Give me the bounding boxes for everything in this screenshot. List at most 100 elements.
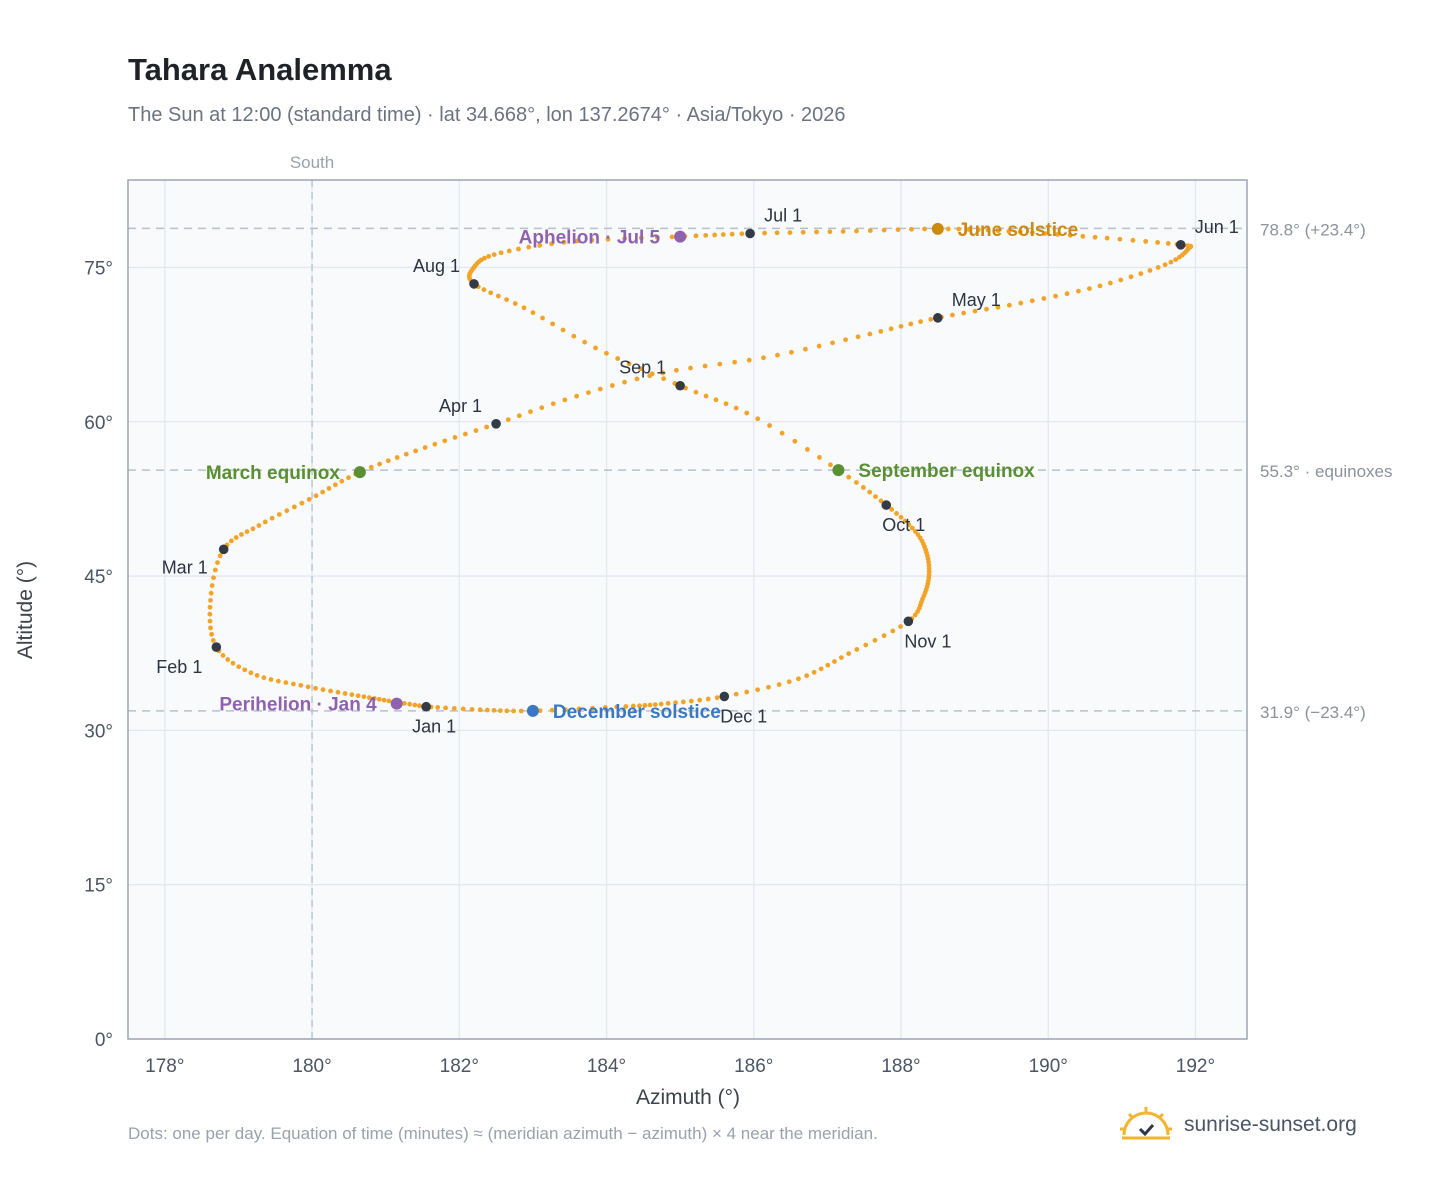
event-marker-label: September equinox: [858, 461, 1035, 482]
daily-sun-dot: [1117, 236, 1123, 242]
daily-sun-dot: [530, 310, 536, 316]
daily-sun-dot: [714, 695, 720, 701]
altitude-reference-label: 55.3° · equinoxes: [1260, 462, 1393, 481]
daily-sun-dot: [562, 397, 568, 403]
daily-sun-dot: [291, 681, 296, 687]
daily-sun-dot: [945, 226, 951, 232]
daily-sun-dot: [562, 707, 568, 713]
daily-sun-dot: [442, 438, 448, 444]
daily-sun-dot: [412, 702, 418, 708]
daily-sun-dot: [830, 340, 835, 346]
daily-sun-dot: [497, 708, 503, 714]
y-tick-label: 0°: [95, 1030, 113, 1051]
daily-sun-dot: [950, 312, 955, 318]
daily-sun-dot: [912, 529, 918, 534]
daily-sun-dot: [386, 698, 392, 704]
daily-sun-dot: [828, 462, 833, 468]
daily-sun-dot: [966, 226, 972, 232]
month-marker-label: Jan 1: [412, 717, 456, 737]
daily-sun-dot: [1007, 302, 1012, 308]
daily-sun-dot: [212, 567, 218, 573]
meridian-label: South: [290, 153, 334, 172]
daily-sun-dot: [712, 232, 718, 238]
month-marker-label: May 1: [952, 290, 1001, 310]
daily-sun-dot: [786, 679, 792, 685]
daily-sun-dot: [1165, 241, 1171, 246]
daily-sun-dot: [210, 637, 216, 643]
daily-sun-dot: [593, 345, 598, 351]
daily-sun-dot: [550, 321, 556, 327]
daily-sun-dot: [495, 293, 501, 299]
daily-sun-dot: [526, 244, 532, 250]
daily-sun-dot: [313, 685, 318, 691]
daily-sun-dot: [626, 361, 632, 367]
daily-sun-dot: [1130, 237, 1136, 243]
daily-sun-dot: [422, 445, 428, 450]
daily-sun-dot: [481, 287, 487, 293]
daily-sun-dot: [860, 485, 866, 490]
daily-sun-dot: [488, 290, 494, 296]
daily-sun-dot: [873, 494, 878, 499]
daily-sun-dot: [305, 684, 311, 690]
daily-sun-dot: [846, 474, 852, 480]
event-marker-dot: [353, 466, 366, 479]
daily-sun-dot: [888, 326, 894, 332]
daily-sun-dot: [605, 236, 611, 242]
daily-sun-dot: [703, 232, 709, 238]
daily-sun-dot: [602, 705, 608, 710]
daily-sun-dot: [961, 310, 967, 316]
daily-sun-dot: [537, 242, 543, 248]
daily-sun-dot: [895, 227, 901, 233]
daily-sun-dot: [660, 370, 666, 376]
daily-sun-dot: [1041, 296, 1047, 301]
daily-sun-dot: [825, 662, 831, 668]
daily-sun-dot: [817, 454, 822, 460]
daily-sun-dot: [597, 386, 603, 392]
daily-sun-dot: [207, 611, 213, 617]
daily-sun-dot: [1118, 277, 1124, 283]
daily-sun-dot: [209, 631, 215, 637]
event-marker-label: Perihelion · Jan 4: [219, 695, 377, 716]
x-tick-label: 188°: [881, 1056, 920, 1077]
month-marker-label: Dec 1: [720, 706, 767, 726]
daily-sun-dot: [1087, 286, 1092, 291]
daily-sun-dot: [1064, 291, 1070, 297]
brand[interactable]: sunrise-sunset.org: [1118, 1100, 1357, 1150]
daily-sun-dot: [229, 538, 234, 544]
daily-sun-dot: [652, 702, 658, 707]
daily-sun-dot: [326, 486, 332, 491]
daily-sun-dot: [254, 673, 260, 678]
daily-sun-dot: [242, 667, 248, 673]
daily-sun-dot: [811, 669, 817, 675]
reference-lines: South 78.8° (+23.4°) 55.3° · equinoxes 31.9…: [128, 153, 1393, 1039]
daily-sun-dot: [1173, 257, 1179, 263]
daily-sun-dot: [906, 522, 912, 527]
footnote: Dots: one per day. Equation of time (min…: [128, 1124, 878, 1143]
daily-sun-dot: [1067, 232, 1073, 238]
month-marker-label: Mar 1: [162, 557, 208, 577]
daily-sun-dot: [622, 236, 628, 241]
daily-sun-dot: [637, 703, 642, 709]
daily-sun-dot: [298, 682, 304, 688]
daily-sun-dot: [291, 504, 297, 510]
month-marker-dot: [745, 228, 755, 239]
daily-sun-dot: [268, 677, 274, 682]
daily-sun-dot: [622, 379, 627, 385]
daily-sun-dot: [549, 241, 554, 247]
brand-name[interactable]: sunrise-sunset.org: [1184, 1113, 1357, 1136]
daily-sun-dot: [269, 515, 275, 521]
daily-sun-dot: [1092, 234, 1098, 240]
daily-sun-dot: [1147, 268, 1153, 273]
daily-sun-dot: [922, 226, 927, 232]
daily-sun-dot: [516, 413, 522, 419]
daily-sun-dot: [491, 252, 497, 257]
daily-sun-dot: [361, 694, 367, 700]
daily-sun-dot: [733, 691, 739, 697]
month-marker-label: Oct 1: [882, 515, 925, 535]
month-marker-label: Aug 1: [413, 256, 460, 276]
daily-sun-dot: [1029, 298, 1035, 304]
chart-subtitle: The Sun at 12:00 (standard time) · lat 3…: [128, 104, 846, 126]
daily-sun-dot: [407, 701, 413, 707]
daily-sun-dot: [1162, 262, 1168, 268]
daily-sun-dot: [878, 498, 884, 504]
